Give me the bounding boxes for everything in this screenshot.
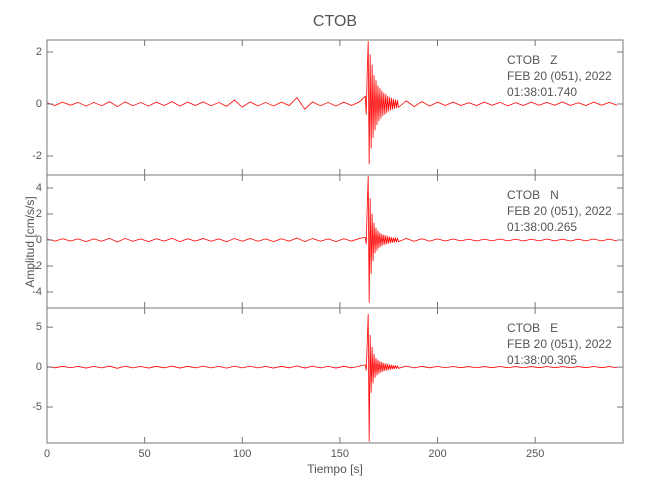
x-tick-label: 200: [428, 448, 446, 460]
y-tick-label: 4: [36, 182, 42, 194]
waveform: [46, 313, 618, 442]
x-tick-label: 100: [233, 448, 251, 460]
y-tick-label: 2: [36, 208, 42, 220]
y-tick-label: -5: [32, 401, 42, 413]
annotation: 01:38:01.740: [507, 85, 577, 99]
chart-title: CTOB: [313, 13, 357, 30]
annotation: CTOB Z: [507, 53, 557, 67]
annotation: FEB 20 (051), 2022: [507, 337, 612, 351]
y-tick-label: 0: [36, 234, 42, 246]
annotation: FEB 20 (051), 2022: [507, 204, 612, 218]
y-tick-label: 5: [36, 321, 42, 333]
y-tick-label: -4: [32, 286, 42, 298]
waveform: [46, 41, 618, 165]
x-tick-label: 250: [526, 448, 544, 460]
panel-frame: [46, 307, 624, 444]
x-tick-label: 150: [331, 448, 349, 460]
annotation: CTOB N: [507, 188, 559, 202]
y-axis-label: Amplitud [cm/s/s]: [23, 196, 37, 287]
annotation: 01:38:00.265: [507, 220, 577, 234]
annotation: FEB 20 (051), 2022: [507, 69, 612, 83]
annotation: CTOB E: [507, 321, 558, 335]
y-tick-label: -2: [32, 260, 42, 272]
y-tick-label: 2: [36, 46, 42, 58]
waveform: [46, 175, 618, 303]
x-tick-label: 0: [44, 448, 50, 460]
annotation: 01:38:00.305: [507, 353, 577, 367]
y-tick-label: -2: [32, 150, 42, 162]
x-axis-label: Tiempo [s]: [307, 462, 363, 476]
x-tick-label: 50: [139, 448, 151, 460]
y-tick-label: 0: [36, 361, 42, 373]
y-tick-label: 0: [36, 98, 42, 110]
